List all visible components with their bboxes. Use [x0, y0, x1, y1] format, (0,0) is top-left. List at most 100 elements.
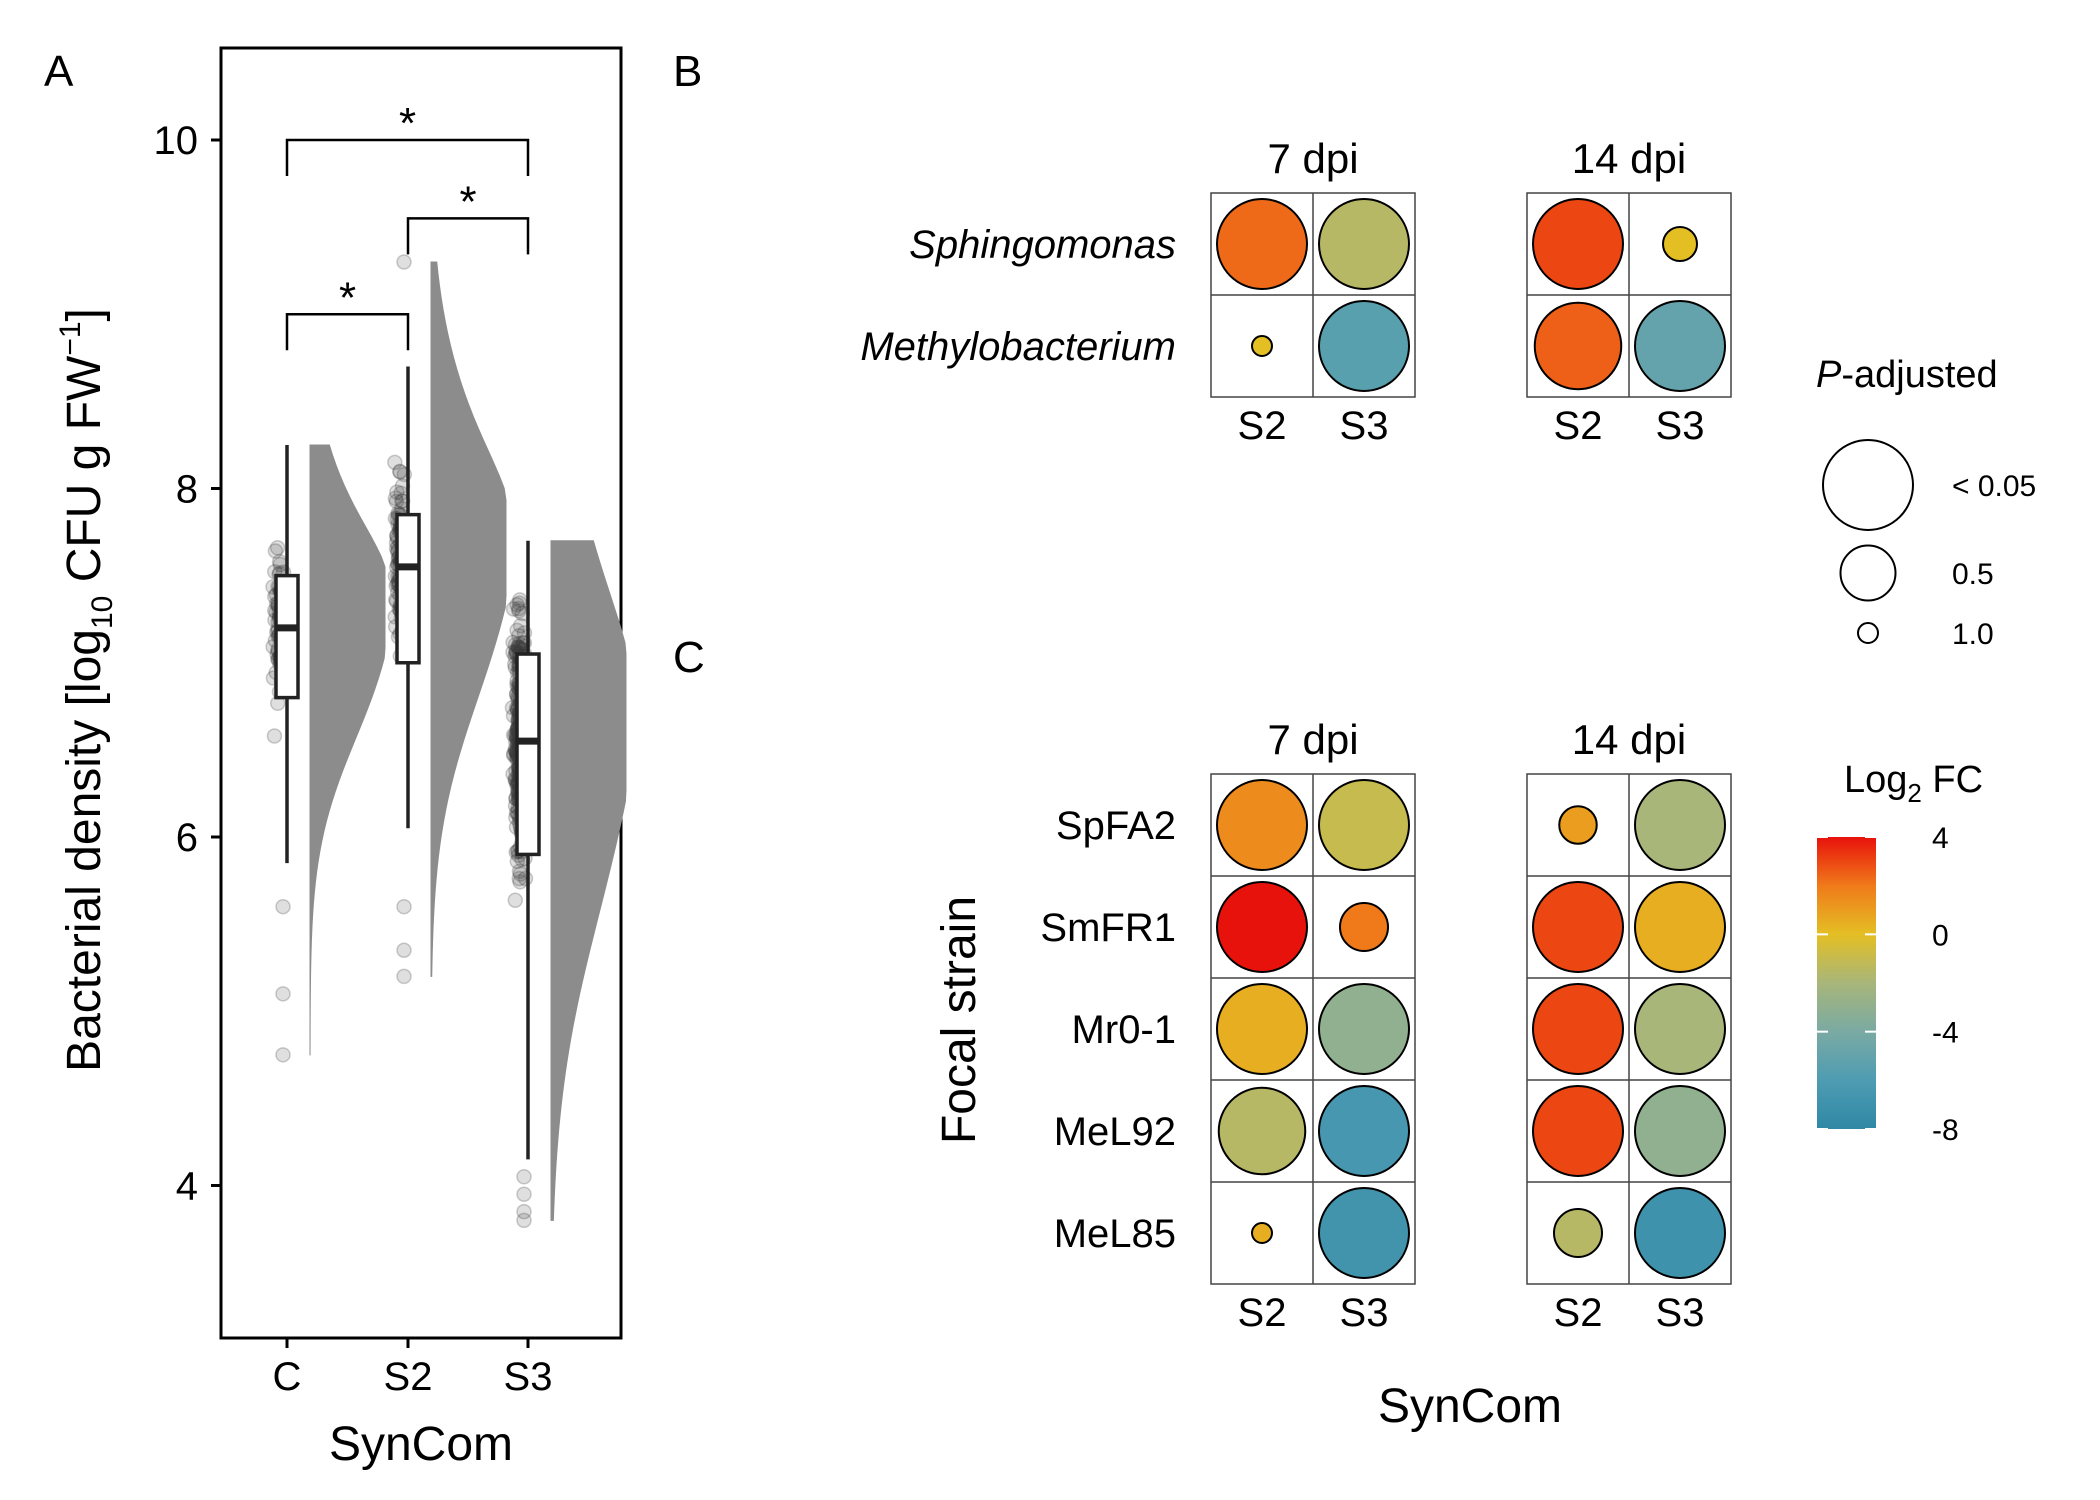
x-axis-title-c: SynCom [1378, 1380, 1562, 1433]
data-point [517, 870, 534, 887]
bubble-spfa2-s2-14dpi [1558, 805, 1598, 845]
color-legend-title: Log2 FC [1844, 759, 1983, 808]
data-point [396, 942, 412, 959]
row-label: Mr0-1 [1072, 1008, 1176, 1052]
density-S3 [550, 540, 627, 1221]
panel-letter-c: C [673, 633, 705, 682]
column-label: S3 [1656, 1291, 1705, 1335]
color-scale-bar [1817, 837, 1876, 1129]
colorbar-tick-label: 0 [1932, 919, 1949, 952]
panel-letter-b: B [673, 47, 702, 96]
panel-a: A * * * 4 6 8 10 C S2 S3 Bacterial density [log… [44, 46, 627, 1471]
data-point [389, 484, 405, 500]
data-point [266, 728, 283, 744]
data-point [510, 600, 527, 617]
panel-letter-a: A [44, 47, 74, 96]
bubble-grid-c: 7 dpi S2 S3 14 dpi S2 S3 SpFA2 SmFR1 Mr0-1 MeL92 M… [1040, 716, 1732, 1335]
bubble-sphingomonas-s2-14dpi [1532, 198, 1624, 290]
size-legend-circle [1857, 622, 1879, 644]
size-legend-items: < 0.05 0.5 1.0 [1822, 439, 2036, 651]
bubble-mr0-1-s2-7dpi [1216, 983, 1308, 1075]
y-axis-title-a: Bacterial density [log10 CFU g FW−1] [54, 308, 119, 1072]
column-label: S2 [1554, 1291, 1603, 1335]
significance-star: * [399, 99, 416, 148]
data-point [507, 892, 524, 909]
y-tick-label: 6 [176, 816, 198, 860]
data-point [275, 986, 291, 1002]
facet-title: 14 dpi [1572, 716, 1686, 763]
x-tick-label: C [273, 1355, 302, 1399]
column-label: S3 [1656, 404, 1705, 448]
data-point [396, 898, 412, 915]
row-label: SpFA2 [1056, 804, 1176, 848]
size-legend-label: 1.0 [1952, 618, 1994, 651]
significance-bracket [406, 217, 530, 255]
panel-c: C 7 dpi S2 S3 14 dpi S2 S3 SpFA2 SmFR1 Mr0-1 MeL9… [673, 633, 1732, 1433]
bubble-methylobacterium-s3-7dpi [1318, 300, 1410, 392]
density-C [309, 444, 386, 1056]
bubble-mel85-s2-14dpi [1553, 1208, 1603, 1258]
bubble-mel85-s3-7dpi [1318, 1187, 1410, 1279]
density-layer [309, 261, 627, 1221]
color-legend: Log2 FC 4 0 -4 -8 [1817, 759, 1983, 1147]
y-tick-label: 10 [154, 119, 199, 163]
size-legend: P-adjusted < 0.05 0.5 1.0 [1816, 354, 2036, 651]
data-point [505, 601, 522, 617]
x-axis-title-a: SynCom [329, 1418, 513, 1471]
bubble-grid-b: 7 dpi S2 S3 14 dpi S2 S3 Sphingomonas Methyloba… [860, 135, 1732, 448]
colorbar-tick-label: -8 [1932, 1114, 1959, 1147]
data-point [516, 1203, 532, 1220]
y-axis-ticks: 4 6 8 10 [154, 119, 221, 1209]
bubble-mel92-s2-7dpi [1217, 1086, 1307, 1176]
facet-title: 7 dpi [1267, 135, 1358, 182]
data-point [507, 636, 524, 653]
data-point [511, 627, 527, 644]
data-point [267, 543, 284, 559]
bubble-mel85-s2-7dpi [1251, 1222, 1273, 1244]
bubble-mr0-1-s3-7dpi [1318, 983, 1410, 1075]
panel-b: B 7 dpi S2 S3 14 dpi S2 S3 Sphingomonas Methylo… [673, 47, 1732, 448]
significance-bracket [285, 138, 530, 176]
bubble-sphingomonas-s3-14dpi [1662, 226, 1698, 262]
bubble-mel92-s2-14dpi [1532, 1085, 1624, 1177]
colorbar-tick-label: -4 [1932, 1017, 1959, 1050]
data-point [275, 898, 291, 915]
y-axis-title-c: Focal strain [933, 896, 986, 1144]
box-C [274, 573, 300, 700]
data-point [396, 254, 412, 270]
bubble-spfa2-s2-7dpi [1216, 779, 1308, 871]
bubble-mel92-s3-14dpi [1634, 1085, 1726, 1177]
data-point [505, 634, 521, 651]
data-point [516, 1212, 532, 1229]
size-legend-circle [1822, 439, 1914, 531]
bubble-spfa2-s3-7dpi [1318, 779, 1410, 871]
bubble-methylobacterium-s2-7dpi [1251, 335, 1273, 357]
x-tick-label: S3 [504, 1355, 553, 1399]
density-S2 [430, 261, 507, 977]
y-tick-label: 4 [176, 1165, 198, 1209]
bubble-spfa2-s3-14dpi [1634, 779, 1726, 871]
y-tick-label: 8 [176, 468, 198, 512]
data-point [275, 1047, 291, 1063]
row-label: Sphingomonas [909, 223, 1176, 267]
bubble-sphingomonas-s2-7dpi [1216, 198, 1308, 290]
data-point [509, 596, 525, 613]
boxplot-layer [274, 366, 541, 1160]
data-point [509, 622, 525, 639]
box-S3 [515, 652, 541, 857]
bubble-mr0-1-s3-14dpi [1634, 983, 1726, 1075]
data-point [387, 454, 403, 471]
data-point [387, 490, 404, 507]
data-point [393, 485, 409, 502]
bubble-smfr1-s3-14dpi [1634, 881, 1726, 973]
bubble-smfr1-s2-7dpi [1216, 881, 1308, 973]
row-label: Methylobacterium [860, 325, 1176, 369]
size-legend-label: < 0.05 [1952, 470, 2036, 503]
data-point [396, 968, 412, 985]
size-legend-label: 0.5 [1952, 558, 1994, 591]
box-S2 [395, 512, 421, 665]
data-point [516, 1169, 532, 1185]
column-label: S2 [1238, 1291, 1287, 1335]
data-point [511, 603, 527, 619]
facet-title: 7 dpi [1267, 716, 1358, 763]
